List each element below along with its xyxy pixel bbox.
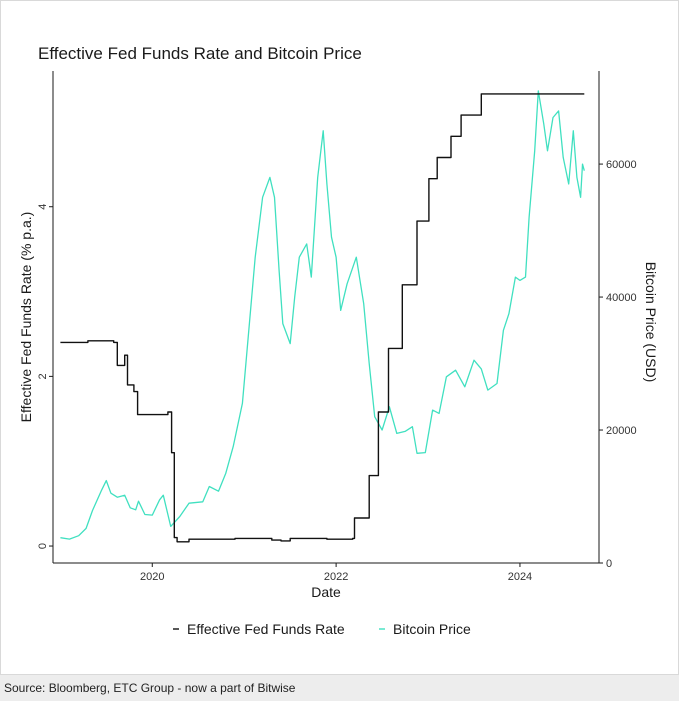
chart-title: Effective Fed Funds Rate and Bitcoin Pri…: [38, 44, 362, 63]
effective-fed-funds-rate-line: [60, 93, 585, 543]
y-right-tick-label: 0: [606, 558, 612, 570]
y-right-tick-label: 40000: [606, 292, 637, 304]
y-left-tick-label: 4: [37, 204, 49, 210]
axes: 2020 2022 2024 0 2 4 0 20000 40000 60000 Date Effec…: [18, 71, 659, 600]
legend-label: Effective Fed Funds Rate: [187, 621, 345, 637]
legend-label: Bitcoin Price: [393, 621, 471, 637]
chart: Effective Fed Funds Rate and Bitcoin Pri…: [18, 44, 659, 637]
y-left-tick-label: 2: [37, 373, 49, 379]
bitcoin-price-line: [60, 90, 585, 540]
x-tick-label: 2022: [324, 571, 348, 583]
chart-frame: Effective Fed Funds Rate and Bitcoin Pri…: [0, 0, 679, 675]
y-left-tick-label: 0: [37, 543, 49, 549]
x-tick-label: 2024: [508, 571, 532, 583]
source-note: Source: Bloomberg, ETC Group - now a par…: [0, 675, 679, 701]
x-tick-label: 2020: [140, 571, 164, 583]
x-axis-label: Date: [311, 584, 341, 600]
y-right-tick-label: 60000: [606, 159, 637, 171]
y-axis-right-label: Bitcoin Price (USD): [643, 262, 659, 383]
series-layer: [60, 90, 585, 543]
y-right-tick-label: 20000: [606, 425, 637, 437]
legend: Effective Fed Funds Rate Bitcoin Price: [173, 621, 471, 637]
y-axis-left-label: Effective Fed Funds Rate (% p.a.): [18, 212, 34, 423]
